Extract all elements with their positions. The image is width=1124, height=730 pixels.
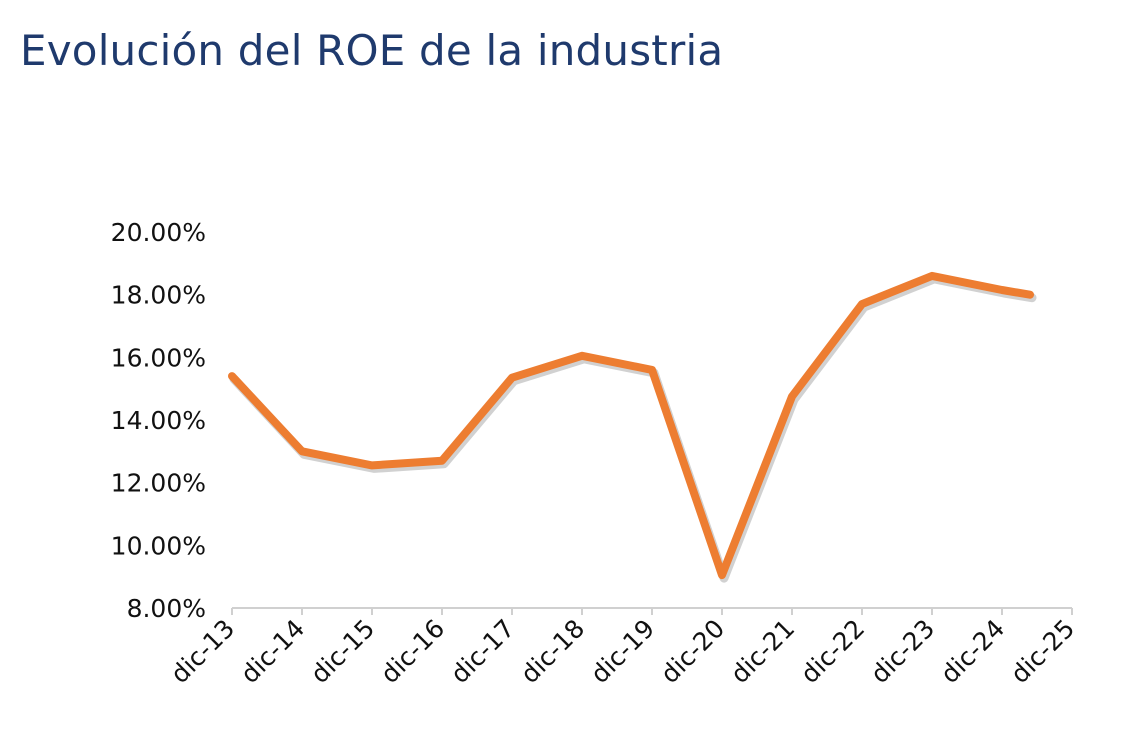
x-tick-label: dic-24 bbox=[935, 614, 1010, 689]
y-tick-label: 18.00% bbox=[111, 281, 206, 310]
roe-data-point bbox=[1001, 289, 1003, 291]
x-axis-tick-labels: dic-13dic-14dic-15dic-16dic-17dic-18dic-… bbox=[165, 614, 1080, 689]
roe-data-point bbox=[791, 396, 793, 397]
roe-data-point bbox=[231, 375, 233, 377]
x-tick-label: dic-25 bbox=[1005, 614, 1080, 689]
x-tick-label: dic-16 bbox=[375, 614, 450, 689]
roe-data-point bbox=[301, 450, 303, 452]
chart-title: Evolución del ROE de la industria bbox=[20, 26, 724, 75]
roe-series-line bbox=[228, 271, 1034, 580]
roe-data-point bbox=[511, 377, 513, 379]
x-tick-label: dic-19 bbox=[585, 614, 660, 689]
y-tick-label: 14.00% bbox=[111, 406, 206, 435]
roe-data-point bbox=[581, 355, 583, 357]
x-tick-label: dic-14 bbox=[235, 614, 310, 689]
x-tick-label: dic-23 bbox=[865, 614, 940, 689]
y-tick-label: 8.00% bbox=[127, 594, 206, 623]
roe-data-point bbox=[721, 574, 723, 576]
x-tick-label: dic-17 bbox=[445, 614, 520, 689]
roe-data-point bbox=[861, 303, 863, 305]
roe-data-point bbox=[651, 369, 653, 371]
x-tick-label: dic-22 bbox=[795, 614, 870, 689]
x-tick-label: dic-20 bbox=[655, 614, 730, 689]
series-group bbox=[228, 271, 1037, 583]
y-tick-label: 12.00% bbox=[111, 469, 206, 498]
y-tick-label: 16.00% bbox=[111, 343, 206, 372]
roe-data-point bbox=[931, 275, 933, 277]
x-tick-label: dic-15 bbox=[305, 614, 380, 689]
x-tick-label: dic-21 bbox=[725, 614, 800, 689]
y-tick-label: 20.00% bbox=[111, 218, 206, 247]
y-tick-label: 10.00% bbox=[111, 531, 206, 560]
roe-data-point bbox=[371, 464, 373, 466]
roe-data-point bbox=[1029, 294, 1031, 296]
y-axis-tick-labels: 8.00% 10.00% 12.00% 14.00% 16.00% 18.00% 20.00… bbox=[111, 218, 206, 623]
x-axis-ticks bbox=[231, 608, 1073, 615]
roe-data-point bbox=[441, 460, 443, 462]
x-tick-label: dic-13 bbox=[165, 614, 240, 689]
x-tick-label: dic-18 bbox=[515, 614, 590, 689]
series-line-shadow bbox=[229, 274, 1037, 583]
